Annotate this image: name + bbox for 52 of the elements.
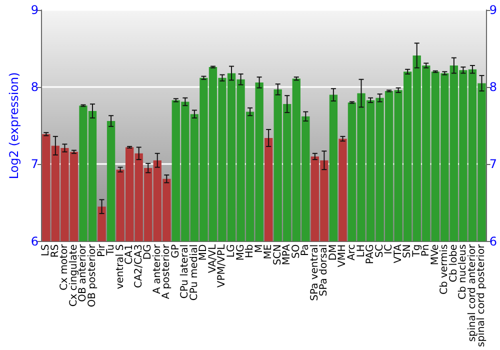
x-tick-label: VTA [392,244,404,264]
y2-tick-label: 7 [489,157,498,172]
x-tick-label: VMH [337,244,348,268]
x-tick-label: MD [198,244,210,261]
x-tick-label: SN [402,244,414,258]
x-tick-label: Tu [106,244,117,256]
x-tick-label: OB posterior [87,243,98,308]
x-tick-label: CPu medial [188,244,200,301]
x-tick-label: Cx cingulate [68,244,80,307]
x-tick-label: SPa ventral [309,244,320,301]
x-tick-label: ventral S [114,244,126,290]
x-tick-label: MG [235,244,246,261]
x-tick-label: PAG [365,244,376,264]
x-tick-label: GP [170,244,182,258]
y-tick-label: 8 [30,80,39,94]
x-tick-label: SPa dorsal [318,244,330,296]
x-tick-label: A anterior [152,243,163,294]
x-tick-label: IC [384,244,395,254]
x-tick-label: MPA [282,244,293,266]
x-tick-label: M [254,244,265,253]
x-tick-label: Pir [96,243,108,257]
y-tick-label: 6 [30,234,39,248]
x-tick-label: A posterior [161,243,172,300]
x-tick-label: LH [356,244,367,258]
x-tick-label: Hb [244,244,256,258]
x-tick-label: Tg [411,244,422,258]
x-tick-label: Pa [300,244,312,256]
x-tick-label: VA/VL [207,244,218,274]
x-tick-label: spinal cord anterior [466,243,478,342]
x-tick-label: LS [40,244,52,256]
y2-tick-label: 8 [489,80,498,94]
x-tick-label: SC [374,244,386,258]
x-tick-label: DM [328,244,339,261]
x-tick-label: Cb lobe [448,244,460,282]
x-tick-label: MVe [430,244,441,266]
x-tick-label: VPM/VPL [216,244,228,288]
x-tick-label: RS [50,244,61,258]
y2-tick-label: 6 [489,234,498,248]
x-tick-label: CA2/CA3 [133,244,144,288]
x-tick-label: Pn [420,244,432,256]
y-axis-title: Log2 (expression) [7,72,21,180]
x-tick-label: ME [263,244,274,260]
y-tick-label: 7 [30,157,39,172]
y2-tick-label: 9 [489,3,498,17]
x-tick-label: SO [290,244,302,259]
x-tick-label: Arc [346,244,358,261]
x-tick-label: LG [226,244,238,258]
x-tick-label: CA1 [124,244,136,264]
y-tick-label: 9 [30,3,39,17]
x-tick-label: spinal cord posterior [476,243,488,348]
x-tick-label: DG [142,244,154,260]
x-tick-label: SCN [272,244,284,266]
